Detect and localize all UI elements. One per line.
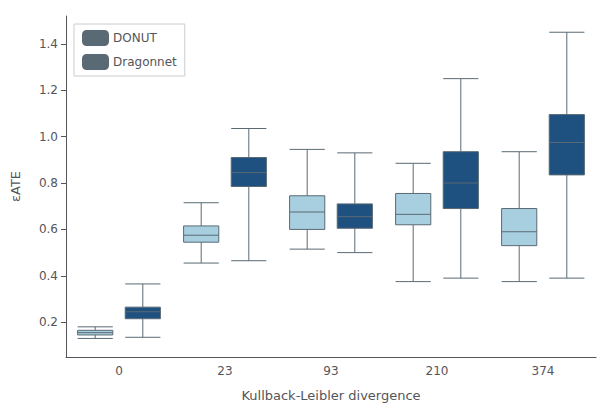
svg-text:23: 23: [217, 364, 232, 378]
svg-text:1.4: 1.4: [39, 37, 58, 51]
svg-text:Dragonnet: Dragonnet: [113, 55, 177, 69]
svg-text:0.6: 0.6: [39, 222, 58, 236]
svg-text:0.8: 0.8: [39, 176, 58, 190]
svg-text:Kullback-Leibler divergence: Kullback-Leibler divergence: [241, 388, 420, 403]
svg-text:1.0: 1.0: [39, 130, 58, 144]
svg-text:93: 93: [323, 364, 338, 378]
svg-text:0: 0: [115, 364, 123, 378]
svg-text:0.2: 0.2: [39, 315, 58, 329]
svg-text:0.4: 0.4: [39, 269, 58, 283]
svg-text:374: 374: [532, 364, 555, 378]
svg-text:210: 210: [426, 364, 449, 378]
svg-text:1.2: 1.2: [39, 83, 58, 97]
svg-text:εATE: εATE: [8, 171, 23, 202]
svg-text:DONUT: DONUT: [113, 31, 157, 45]
